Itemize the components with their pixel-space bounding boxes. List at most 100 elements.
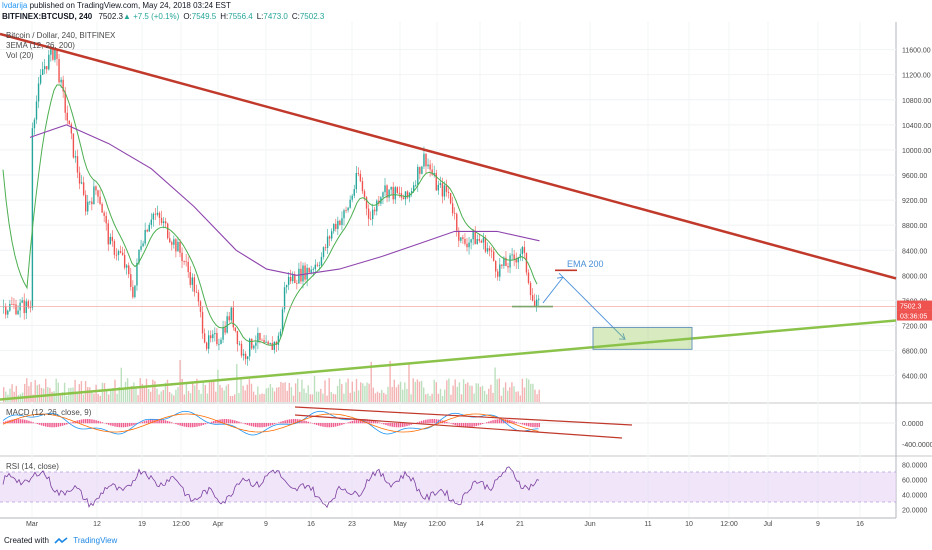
candle-body xyxy=(187,261,189,272)
macd-hist-bar xyxy=(82,419,85,424)
candle-body xyxy=(46,66,48,70)
macd-hist-bar xyxy=(93,419,95,424)
macd-hist-bar xyxy=(406,423,408,427)
price-chart[interactable]: 6400.006800.007200.007600.008000.008400.… xyxy=(0,22,932,530)
candle-body xyxy=(296,283,298,284)
candle-body xyxy=(232,307,234,328)
rsi-tick-label: 20.0000 xyxy=(902,508,927,515)
macd-hist-bar xyxy=(217,419,219,424)
volume-bar xyxy=(519,395,521,402)
candle-body xyxy=(5,306,7,315)
candle-body xyxy=(177,241,179,252)
last-price-tag xyxy=(897,300,932,311)
y-tick-label: 6400.00 xyxy=(902,374,927,381)
volume-bar xyxy=(13,391,15,402)
candle-body xyxy=(261,339,263,341)
macd-hist-bar xyxy=(133,423,135,426)
candle-body xyxy=(277,335,280,345)
macd-hist-bar xyxy=(324,423,326,428)
candle-body xyxy=(451,203,454,214)
candle-body xyxy=(486,248,489,252)
candle-body xyxy=(146,229,148,232)
macd-hist-bar xyxy=(326,423,328,428)
macd-hist-bar xyxy=(351,420,354,424)
volume-bar xyxy=(15,385,17,402)
macd-hist-bar xyxy=(126,423,129,427)
volume-bar xyxy=(349,392,351,402)
volume-bar xyxy=(383,392,385,402)
volume-bar xyxy=(343,393,345,402)
volume-bar xyxy=(53,391,55,402)
macd-hist-bar xyxy=(78,419,81,424)
volume-bar xyxy=(28,386,30,402)
volume-bar xyxy=(376,391,379,402)
author-link[interactable]: lvdarija xyxy=(2,1,28,10)
macd-hist-bar xyxy=(517,422,519,424)
volume-bar xyxy=(397,384,400,402)
candle-body xyxy=(521,247,524,255)
macd-hist-bar xyxy=(196,423,198,427)
volume-bar xyxy=(181,378,183,402)
candle-body xyxy=(363,191,366,198)
macd-hist-bar xyxy=(315,423,318,426)
candle-body xyxy=(294,274,296,284)
candle-body xyxy=(240,343,243,356)
macd-hist-bar xyxy=(360,419,362,424)
macd-hist-bar xyxy=(311,423,314,424)
volume-bar xyxy=(504,382,507,402)
macd-hist-bar xyxy=(393,423,396,428)
volume-bar xyxy=(114,379,116,402)
macd-hist-bar xyxy=(309,422,312,424)
macd-hist-bar xyxy=(521,423,524,425)
volume-bar xyxy=(515,391,517,402)
candle-body xyxy=(99,196,101,204)
macd-hist-bar xyxy=(122,423,125,428)
target-zone-box xyxy=(592,326,693,350)
macd-hist-bar xyxy=(74,421,76,424)
volume-bar xyxy=(517,391,519,402)
macd-hist-bar xyxy=(339,423,341,426)
volume-bar xyxy=(229,395,232,402)
x-tick-label: 9 xyxy=(816,521,820,528)
candle-body xyxy=(396,187,398,193)
macd-hist-bar xyxy=(332,423,335,427)
volume-bar xyxy=(330,391,332,402)
candle-body xyxy=(101,203,103,213)
candle-body xyxy=(244,353,247,360)
macd-hist-bar xyxy=(63,423,66,426)
candle-body xyxy=(421,166,423,174)
candle-body xyxy=(58,59,60,83)
volume-bar xyxy=(192,381,194,402)
macd-hist-bar xyxy=(87,419,89,424)
volume-bar xyxy=(131,386,133,402)
candle-body xyxy=(527,272,530,283)
macd-hist-bar xyxy=(490,420,492,424)
volume-bar xyxy=(198,389,200,402)
tradingview-brand[interactable]: TradingView xyxy=(73,536,118,545)
macd-hist-bar xyxy=(135,423,137,425)
candle-body xyxy=(48,54,50,70)
candle-body xyxy=(476,239,478,245)
macd-hist-bar xyxy=(89,419,91,424)
macd-hist-bar xyxy=(336,423,339,427)
candle-body xyxy=(372,209,374,219)
macd-hist-bar xyxy=(416,422,419,424)
rsi-tick-label: 60.0000 xyxy=(902,478,927,485)
macd-hist-bar xyxy=(297,419,299,424)
volume-bar xyxy=(223,390,225,402)
volume-bar xyxy=(378,392,381,402)
arrow-head-icon xyxy=(618,333,626,340)
macd-hist-bar xyxy=(347,422,349,424)
candle-body xyxy=(134,285,136,298)
x-tick-label: Jul xyxy=(764,521,773,528)
candle-body xyxy=(287,276,290,285)
volume-bar xyxy=(89,387,91,402)
volume-bar xyxy=(208,382,211,402)
candle-body xyxy=(398,192,401,194)
macd-hist-bar xyxy=(206,423,209,424)
candle-body xyxy=(425,153,427,167)
volume-bar xyxy=(101,382,104,402)
candle-body xyxy=(224,327,226,333)
candle-body xyxy=(331,231,333,239)
candle-body xyxy=(228,316,230,321)
